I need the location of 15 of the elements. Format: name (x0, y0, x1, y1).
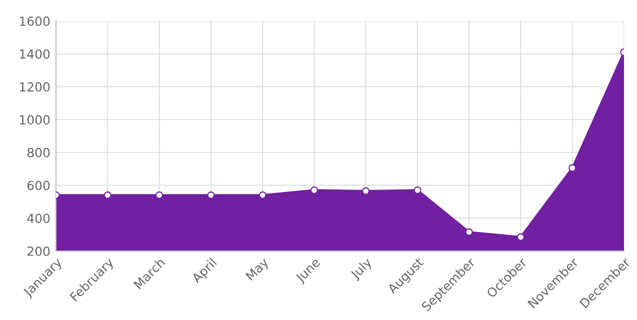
y-tick-label: 800 (27, 148, 50, 158)
point (568, 164, 576, 172)
y-tick-label: 1200 (20, 82, 50, 92)
y-tick-label: 600 (27, 180, 50, 190)
point (207, 191, 215, 199)
y-tick-label: 1000 (20, 115, 50, 124)
point (155, 191, 164, 199)
y-tick-label: 1600 (20, 16, 50, 26)
point (258, 191, 266, 199)
point (362, 187, 370, 195)
y-tick-label: 200 (28, 246, 50, 256)
y-tick-label: 1400 (20, 49, 50, 59)
point (465, 228, 473, 236)
point (104, 191, 112, 199)
y-tick-label: 400 (27, 214, 50, 224)
